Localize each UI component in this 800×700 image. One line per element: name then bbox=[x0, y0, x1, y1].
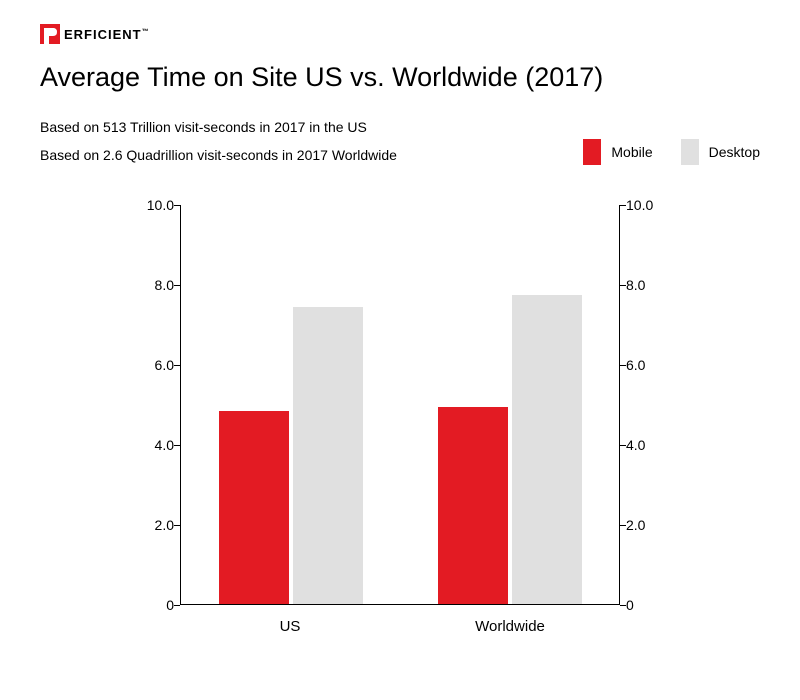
y-axis-tick-label: 2.0 bbox=[626, 517, 670, 533]
bar bbox=[438, 407, 508, 605]
tick-mark bbox=[620, 285, 626, 286]
tick-mark bbox=[620, 525, 626, 526]
tick-mark bbox=[620, 605, 626, 606]
bar bbox=[512, 295, 582, 604]
subtitle-line: Based on 513 Trillion visit-seconds in 2… bbox=[40, 119, 397, 135]
legend-swatch bbox=[681, 139, 699, 165]
plot-area bbox=[180, 205, 620, 605]
logo-text: ERFICIENT™ bbox=[64, 27, 150, 42]
y-axis-tick-label: 8.0 bbox=[626, 277, 670, 293]
legend-item-desktop: Desktop bbox=[681, 139, 760, 165]
grouped-bar-chart: 002.02.04.04.06.06.08.08.010.010.0USWorl… bbox=[130, 205, 670, 645]
bar bbox=[219, 411, 289, 605]
y-axis-tick-label: 10.0 bbox=[626, 197, 670, 213]
bar-group bbox=[181, 205, 400, 604]
y-axis-tick-label: 0 bbox=[130, 597, 174, 613]
bar-group bbox=[400, 205, 619, 604]
brand-logo: ERFICIENT™ bbox=[40, 24, 760, 44]
tick-mark bbox=[174, 365, 180, 366]
chart-container: 002.02.04.04.06.06.08.08.010.010.0USWorl… bbox=[40, 205, 760, 645]
y-axis-tick-label: 8.0 bbox=[130, 277, 174, 293]
tick-mark bbox=[620, 205, 626, 206]
x-axis-category-label: US bbox=[280, 618, 301, 635]
legend-label: Mobile bbox=[611, 144, 652, 160]
tick-mark bbox=[620, 445, 626, 446]
legend-item-mobile: Mobile bbox=[583, 139, 652, 165]
y-axis-tick-label: 4.0 bbox=[130, 437, 174, 453]
tick-mark bbox=[174, 205, 180, 206]
bars-container bbox=[181, 205, 619, 604]
tick-mark bbox=[620, 365, 626, 366]
bar bbox=[293, 307, 363, 604]
x-axis-category-label: Worldwide bbox=[475, 618, 545, 635]
subtitles: Based on 513 Trillion visit-seconds in 2… bbox=[40, 119, 397, 163]
y-axis-tick-label: 6.0 bbox=[626, 357, 670, 373]
y-axis-tick-label: 6.0 bbox=[130, 357, 174, 373]
y-axis-tick-label: 4.0 bbox=[626, 437, 670, 453]
chart-title: Average Time on Site US vs. Worldwide (2… bbox=[40, 62, 760, 93]
legend: Mobile Desktop bbox=[583, 139, 760, 165]
subtitle-line: Based on 2.6 Quadrillion visit-seconds i… bbox=[40, 147, 397, 163]
logo-mark-icon bbox=[40, 24, 60, 44]
legend-swatch bbox=[583, 139, 601, 165]
subtitle-legend-row: Based on 513 Trillion visit-seconds in 2… bbox=[40, 119, 760, 165]
tick-mark bbox=[174, 605, 180, 606]
y-axis-tick-label: 2.0 bbox=[130, 517, 174, 533]
legend-label: Desktop bbox=[709, 144, 760, 160]
tick-mark bbox=[174, 445, 180, 446]
y-axis-tick-label: 10.0 bbox=[130, 197, 174, 213]
y-axis-tick-label: 0 bbox=[626, 597, 670, 613]
tick-mark bbox=[174, 285, 180, 286]
tick-mark bbox=[174, 525, 180, 526]
